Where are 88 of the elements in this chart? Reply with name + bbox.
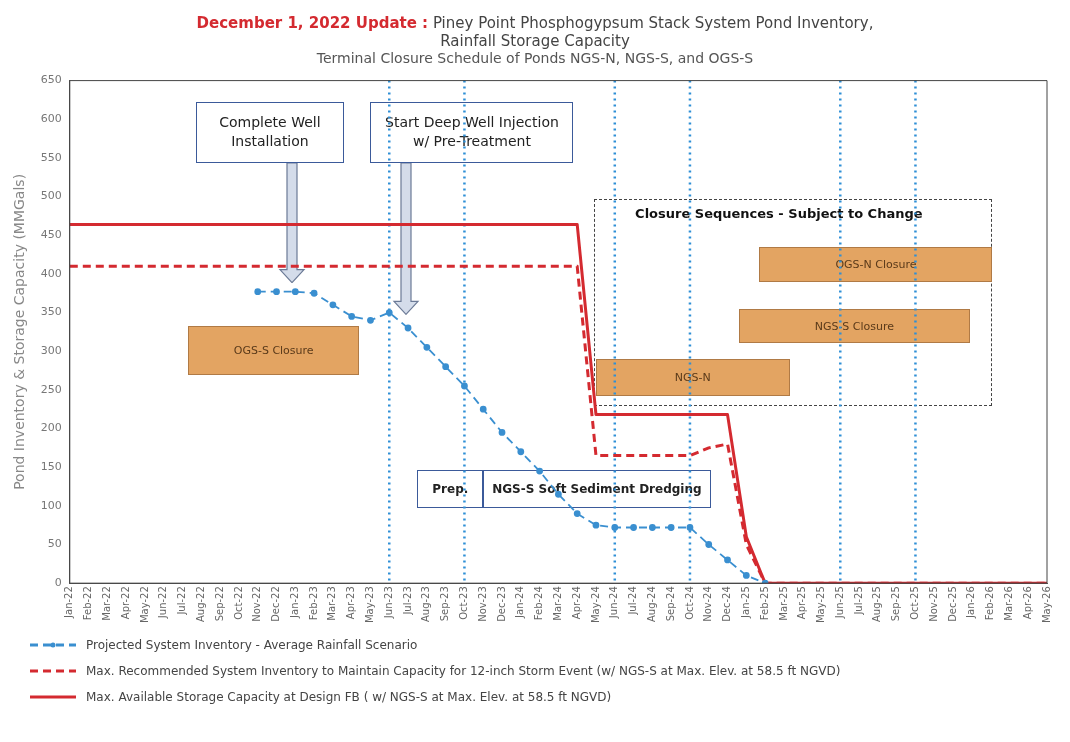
y-tick-label: 650	[40, 73, 62, 87]
x-tick-label: Dec-24	[721, 586, 733, 622]
x-tick-label: Jun-23	[382, 586, 394, 620]
y-tick-label: 300	[40, 344, 62, 358]
x-tick-label: Mar-26	[1003, 586, 1015, 621]
x-tick-label: May-26	[1040, 586, 1052, 624]
x-tick-label: Feb-24	[533, 586, 545, 621]
chart-subtitle: Terminal Closure Schedule of Ponds NGS-N, NGS-S, and OGS-S	[315, 50, 755, 66]
x-tick-label: Mar-23	[326, 586, 338, 621]
x-tick-label: Oct-24	[683, 586, 695, 620]
x-tick-label: Oct-23	[458, 586, 470, 620]
y-tick-label: 0	[54, 576, 62, 590]
x-tick-label: Feb-22	[82, 586, 94, 621]
x-tick-label: May-23	[364, 586, 376, 624]
x-tick-label: Feb-26	[984, 586, 996, 621]
label-box: Prep.	[417, 470, 484, 509]
y-tick-label: 400	[40, 266, 62, 280]
x-tick-label: May-25	[815, 586, 827, 624]
x-tick-label: Sep-25	[890, 586, 902, 622]
x-tick-label: Nov-24	[702, 586, 714, 622]
y-tick-label: 150	[40, 460, 62, 474]
x-tick-label: May-24	[589, 586, 601, 624]
x-tick-label: Aug-24	[645, 586, 657, 623]
schedule-box: NGS-S Closure	[738, 309, 970, 344]
x-tick-label: May-22	[138, 586, 150, 624]
annotation: Complete Well Installation	[218, 113, 322, 152]
x-tick-label: Jul-25	[852, 586, 864, 616]
x-tick-label: Jul-24	[627, 586, 639, 616]
schedule-box: OGS-N Closure	[759, 246, 993, 282]
x-tick-label: Mar-22	[100, 586, 112, 621]
x-tick-label: Aug-22	[194, 586, 206, 623]
x-tick-label: Apr-22	[119, 586, 131, 620]
annotation: NGS-S Closure	[814, 319, 895, 333]
x-tick-label: Feb-23	[307, 586, 319, 621]
x-tick-label: Sep-24	[664, 586, 676, 622]
legend-label: Max. Available Storage Capacity at Design FB ( w/ NGS-S at Max. Elev. at 58.5 ft NGVD)	[86, 690, 612, 704]
x-tick-label: Jan-26	[965, 586, 977, 619]
schedule-box: NGS-N	[595, 358, 790, 397]
x-tick-label: Feb-25	[758, 586, 770, 621]
legend-label: Max. Recommended System Inventory to Maintain Capacity for 12-inch Storm Event (w/ NGS-S at Max. Elev. at 58.5 ft NGVD)	[86, 664, 841, 678]
x-tick-label: Nov-22	[251, 586, 263, 622]
y-tick-label: 200	[40, 421, 62, 435]
chart-title: December 1, 2022 Update : Piney Point Phosphogypsum Stack System Pond Inventory, Rainfall Storage Capacity	[196, 14, 874, 50]
annotation: Prep.	[432, 482, 469, 497]
annotation: OGS-S Closure	[233, 344, 314, 358]
x-tick-label: Aug-25	[871, 586, 883, 623]
x-tick-label: Jan-23	[288, 586, 300, 619]
x-tick-label: Jun-22	[157, 586, 169, 620]
x-tick-label: Apr-26	[1021, 586, 1033, 620]
x-tick-label: Jan-24	[514, 586, 526, 619]
x-tick-label: Apr-24	[570, 586, 582, 620]
legend-label: Projected System Inventory - Average Rainfall Scenario	[86, 638, 418, 652]
y-tick-label: 450	[40, 228, 62, 242]
y-tick-label: 250	[40, 382, 62, 396]
y-tick-label: 100	[40, 498, 62, 512]
y-tick-label: 500	[40, 189, 62, 203]
annotation: NGS-N	[674, 370, 711, 384]
x-tick-label: Jun-25	[833, 586, 845, 620]
x-tick-label: Aug-23	[420, 586, 432, 623]
label-box: Start Deep Well Injection w/ Pre-Treatment	[370, 102, 574, 163]
x-tick-label: Sep-22	[213, 586, 225, 622]
schedule-box: OGS-S Closure	[188, 326, 360, 376]
x-tick-label: Jun-24	[608, 586, 620, 620]
x-tick-label: Dec-23	[495, 586, 507, 622]
x-tick-label: Mar-24	[551, 586, 563, 621]
x-tick-label: Jul-22	[176, 586, 188, 616]
x-tick-label: Sep-23	[439, 586, 451, 622]
x-tick-label: Jan-25	[739, 586, 751, 619]
x-tick-label: Nov-25	[927, 586, 939, 622]
x-tick-label: Dec-22	[270, 586, 282, 622]
annotation: OGS-N Closure	[835, 257, 917, 271]
x-tick-label: Oct-22	[232, 586, 244, 620]
label-box: Complete Well Installation	[195, 102, 345, 163]
y-tick-label: 600	[40, 112, 62, 126]
x-tick-label: Nov-23	[476, 586, 488, 622]
x-tick-label: Mar-25	[777, 586, 789, 621]
x-tick-label: Jan-22	[63, 586, 75, 619]
annotation: Start Deep Well Injection w/ Pre-Treatment	[384, 113, 560, 152]
x-tick-label: Dec-25	[946, 586, 958, 622]
y-tick-label: 550	[40, 150, 62, 164]
x-tick-label: Jul-23	[401, 586, 413, 616]
annotation: Closure Sequences - Subject to Change	[635, 205, 923, 221]
y-tick-label: 350	[40, 305, 62, 319]
y-axis-title: Pond Inventory & Storage Capacity (MMGals)	[11, 173, 28, 490]
y-tick-label: 50	[47, 537, 62, 551]
x-tick-label: Apr-25	[796, 586, 808, 620]
x-tick-label: Oct-25	[909, 586, 921, 620]
x-tick-label: Apr-23	[345, 586, 357, 620]
